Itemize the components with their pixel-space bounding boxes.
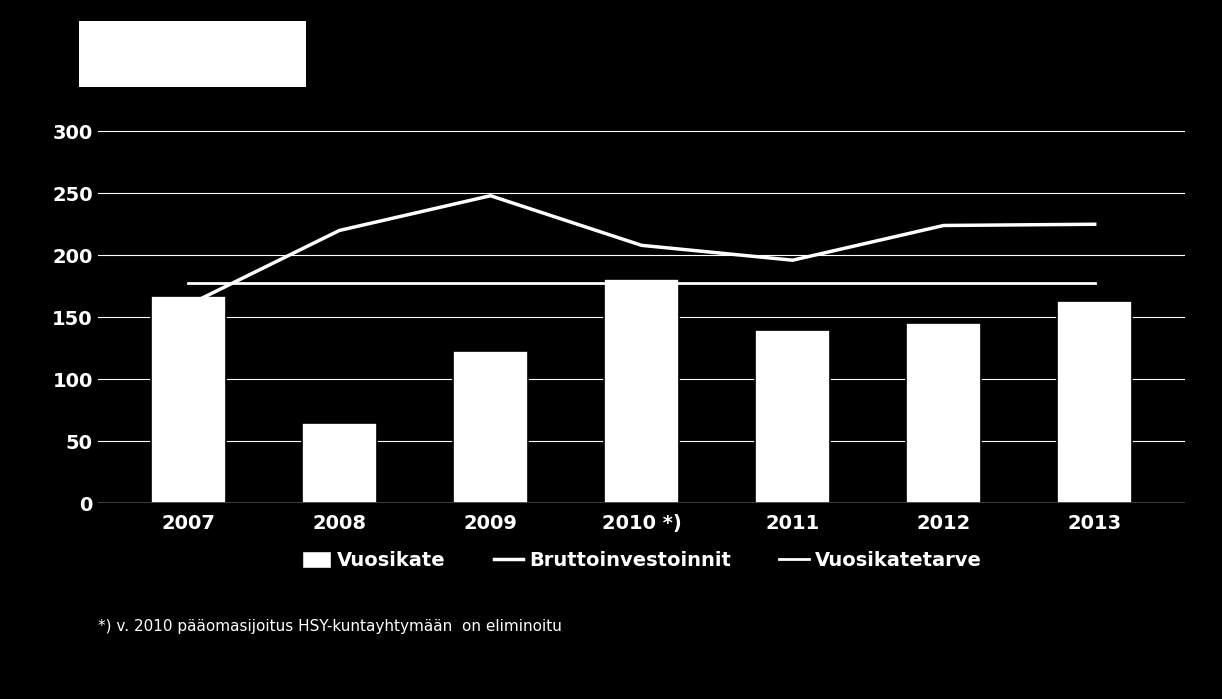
Bar bbox=[150, 296, 226, 503]
Bar bbox=[604, 279, 679, 503]
Bar bbox=[1057, 301, 1133, 503]
Bar bbox=[906, 324, 981, 503]
Bar bbox=[452, 351, 528, 503]
Bar bbox=[302, 423, 378, 503]
Text: *) v. 2010 pääomasijoitus HSY-kuntayhtymään  on eliminoitu: *) v. 2010 pääomasijoitus HSY-kuntayhtym… bbox=[98, 619, 562, 633]
Bar bbox=[755, 330, 831, 503]
Legend: Vuosikate, Bruttoinvestoinnit, Vuosikatetarve: Vuosikate, Bruttoinvestoinnit, Vuosikate… bbox=[295, 543, 989, 578]
